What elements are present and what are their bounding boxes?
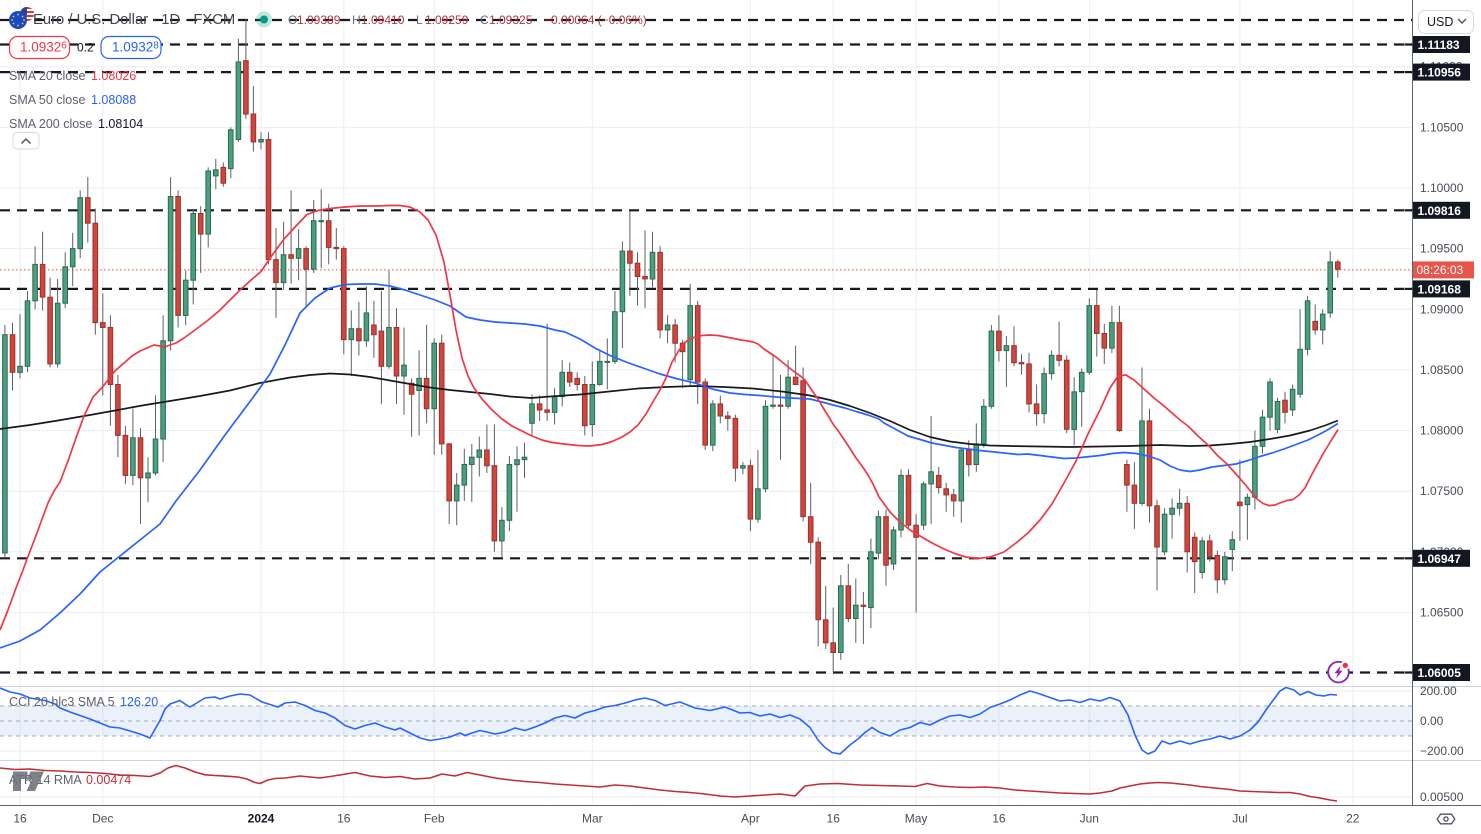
- svg-text:Euro / U.S. Dollar · 1D · FXCM: Euro / U.S. Dollar · 1D · FXCM: [33, 12, 235, 28]
- svg-text:0.00: 0.00: [1420, 714, 1444, 728]
- svg-text:USD: USD: [1427, 15, 1453, 29]
- svg-text:126.20: 126.20: [120, 695, 158, 709]
- svg-text:Jun: Jun: [1080, 812, 1099, 826]
- svg-text:2024: 2024: [248, 812, 275, 826]
- svg-text:16: 16: [337, 812, 351, 826]
- svg-text:1.10500: 1.10500: [1420, 120, 1464, 134]
- svg-text:1.09389: 1.09389: [297, 13, 341, 27]
- svg-text:−0.00064 (−0.06%): −0.00064 (−0.06%): [544, 13, 647, 27]
- svg-text:Mar: Mar: [582, 812, 603, 826]
- svg-text:May: May: [905, 812, 928, 826]
- svg-text:1.09325: 1.09325: [489, 13, 533, 27]
- svg-text:16: 16: [13, 812, 27, 826]
- svg-text:08:26:03: 08:26:03: [1417, 263, 1464, 277]
- svg-text:16: 16: [827, 812, 841, 826]
- svg-text:1.09000: 1.09000: [1420, 302, 1464, 316]
- svg-text:Dec: Dec: [92, 812, 113, 826]
- svg-text:1.10956: 1.10956: [1418, 66, 1462, 80]
- svg-text:Feb: Feb: [424, 812, 445, 826]
- svg-text:CCI 20 hlc3 SMA 5: CCI 20 hlc3 SMA 5: [9, 695, 115, 709]
- svg-text:1.09168: 1.09168: [1418, 282, 1462, 296]
- svg-text:1.08088: 1.08088: [91, 93, 136, 107]
- svg-text:O: O: [288, 13, 297, 27]
- svg-text:1.09816: 1.09816: [1418, 204, 1462, 218]
- svg-text:1.09259: 1.09259: [425, 13, 469, 27]
- svg-text:1.07500: 1.07500: [1420, 484, 1464, 498]
- svg-text:0.00500: 0.00500: [1420, 790, 1464, 804]
- svg-text:1.06500: 1.06500: [1420, 606, 1464, 620]
- svg-text:1.09410: 1.09410: [361, 13, 405, 27]
- svg-text:1.08026: 1.08026: [91, 69, 136, 83]
- svg-text:1.06005: 1.06005: [1418, 666, 1462, 680]
- svg-text:1.09328: 1.09328: [112, 40, 159, 55]
- svg-text:H: H: [352, 13, 361, 27]
- svg-text:SMA 200 close: SMA 200 close: [9, 117, 92, 131]
- svg-text:1.11183: 1.11183: [1418, 38, 1460, 52]
- svg-text:0.00474: 0.00474: [86, 773, 131, 787]
- svg-text:1.09500: 1.09500: [1420, 242, 1464, 256]
- svg-text:−200.00: −200.00: [1420, 744, 1464, 758]
- svg-text:SMA 50 close: SMA 50 close: [9, 93, 85, 107]
- svg-text:L: L: [416, 13, 423, 27]
- svg-text:1.08500: 1.08500: [1420, 363, 1464, 377]
- svg-text:C: C: [480, 13, 489, 27]
- svg-text:1.09326: 1.09326: [20, 40, 67, 55]
- svg-text:Jul: Jul: [1232, 812, 1247, 826]
- svg-text:SMA 20 close: SMA 20 close: [9, 69, 85, 83]
- svg-text:1.08104: 1.08104: [98, 117, 143, 131]
- svg-text:1.08000: 1.08000: [1420, 424, 1464, 438]
- svg-text:0.2: 0.2: [77, 41, 94, 55]
- svg-text:1.10000: 1.10000: [1420, 181, 1464, 195]
- svg-text:16: 16: [992, 812, 1006, 826]
- svg-text:200.00: 200.00: [1420, 684, 1457, 698]
- svg-text:22: 22: [1346, 812, 1360, 826]
- svg-text:Apr: Apr: [741, 812, 760, 826]
- svg-text:1.06947: 1.06947: [1418, 552, 1462, 566]
